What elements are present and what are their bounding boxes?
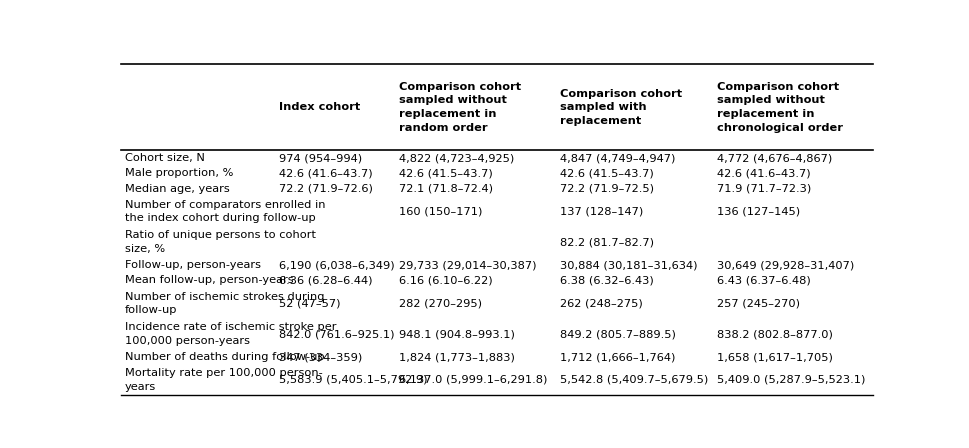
Text: 42.6 (41.6–43.7): 42.6 (41.6–43.7): [279, 168, 372, 178]
Text: 72.2 (71.9–72.5): 72.2 (71.9–72.5): [559, 184, 653, 194]
Text: 72.1 (71.8–72.4): 72.1 (71.8–72.4): [399, 184, 493, 194]
Text: 42.6 (41.5–43.7): 42.6 (41.5–43.7): [559, 168, 652, 178]
Text: 4,822 (4,723–4,925): 4,822 (4,723–4,925): [399, 153, 515, 163]
Text: 52 (47–57): 52 (47–57): [279, 298, 340, 308]
Text: 347 (334–359): 347 (334–359): [279, 352, 362, 362]
Text: 30,649 (29,928–31,407): 30,649 (29,928–31,407): [717, 260, 854, 270]
Text: 282 (270–295): 282 (270–295): [399, 298, 482, 308]
Text: 82.2 (81.7–82.7): 82.2 (81.7–82.7): [559, 237, 653, 247]
Text: 136 (127–145): 136 (127–145): [717, 207, 799, 216]
Text: 30,884 (30,181–31,634): 30,884 (30,181–31,634): [559, 260, 697, 270]
Text: 42.6 (41.5–43.7): 42.6 (41.5–43.7): [399, 168, 492, 178]
Text: 6.36 (6.28–6.44): 6.36 (6.28–6.44): [279, 276, 372, 285]
Text: 4,772 (4,676–4,867): 4,772 (4,676–4,867): [717, 153, 831, 163]
Text: 849.2 (805.7–889.5): 849.2 (805.7–889.5): [559, 329, 674, 339]
Text: 6,137.0 (5,999.1–6,291.8): 6,137.0 (5,999.1–6,291.8): [399, 375, 547, 385]
Text: 1,712 (1,666–1,764): 1,712 (1,666–1,764): [559, 352, 674, 362]
Text: 5,583.9 (5,405.1–5,792.9): 5,583.9 (5,405.1–5,792.9): [279, 375, 427, 385]
Text: Median age, years: Median age, years: [125, 184, 230, 194]
Text: Comparison cohort
sampled without
replacement in
chronological order: Comparison cohort sampled without replac…: [717, 82, 842, 133]
Text: 5,409.0 (5,287.9–5,523.1): 5,409.0 (5,287.9–5,523.1): [717, 375, 865, 385]
Text: Mortality rate per 100,000 person-
years: Mortality rate per 100,000 person- years: [125, 368, 323, 392]
Text: 5,542.8 (5,409.7–5,679.5): 5,542.8 (5,409.7–5,679.5): [559, 375, 707, 385]
Text: Follow-up, person-years: Follow-up, person-years: [125, 260, 261, 270]
Text: 6.43 (6.37–6.48): 6.43 (6.37–6.48): [717, 276, 810, 285]
Text: Number of ischemic strokes during
follow-up: Number of ischemic strokes during follow…: [125, 292, 325, 315]
Text: 1,824 (1,773–1,883): 1,824 (1,773–1,883): [399, 352, 515, 362]
Text: 262 (248–275): 262 (248–275): [559, 298, 641, 308]
Text: Index cohort: Index cohort: [279, 102, 360, 112]
Text: 4,847 (4,749–4,947): 4,847 (4,749–4,947): [559, 153, 674, 163]
Text: 838.2 (802.8–877.0): 838.2 (802.8–877.0): [717, 329, 832, 339]
Text: 257 (245–270): 257 (245–270): [717, 298, 799, 308]
Text: 160 (150–171): 160 (150–171): [399, 207, 483, 216]
Text: 6.16 (6.10–6.22): 6.16 (6.10–6.22): [399, 276, 492, 285]
Text: 72.2 (71.9–72.6): 72.2 (71.9–72.6): [279, 184, 373, 194]
Text: Number of comparators enrolled in
the index cohort during follow-up: Number of comparators enrolled in the in…: [125, 200, 326, 224]
Text: Male proportion, %: Male proportion, %: [125, 168, 234, 178]
Text: Incidence rate of ischemic stroke per
100,000 person-years: Incidence rate of ischemic stroke per 10…: [125, 322, 336, 346]
Text: 71.9 (71.7–72.3): 71.9 (71.7–72.3): [717, 184, 811, 194]
Text: Comparison cohort
sampled with
replacement: Comparison cohort sampled with replaceme…: [559, 89, 681, 126]
Text: Cohort size, N: Cohort size, N: [125, 153, 204, 163]
Text: 974 (954–994): 974 (954–994): [279, 153, 361, 163]
Text: Comparison cohort
sampled without
replacement in
random order: Comparison cohort sampled without replac…: [399, 82, 521, 133]
Text: 6.38 (6.32–6.43): 6.38 (6.32–6.43): [559, 276, 652, 285]
Text: 6,190 (6,038–6,349): 6,190 (6,038–6,349): [279, 260, 394, 270]
Text: 29,733 (29,014–30,387): 29,733 (29,014–30,387): [399, 260, 537, 270]
Text: 948.1 (904.8–993.1): 948.1 (904.8–993.1): [399, 329, 515, 339]
Text: Number of deaths during follow-up: Number of deaths during follow-up: [125, 352, 325, 362]
Text: 1,658 (1,617–1,705): 1,658 (1,617–1,705): [717, 352, 832, 362]
Text: Ratio of unique persons to cohort
size, %: Ratio of unique persons to cohort size, …: [125, 230, 316, 254]
Text: 137 (128–147): 137 (128–147): [559, 207, 642, 216]
Text: Mean follow-up, person-years: Mean follow-up, person-years: [125, 276, 294, 285]
Text: 842.0 (761.6–925.1): 842.0 (761.6–925.1): [279, 329, 394, 339]
Text: 42.6 (41.6–43.7): 42.6 (41.6–43.7): [717, 168, 810, 178]
